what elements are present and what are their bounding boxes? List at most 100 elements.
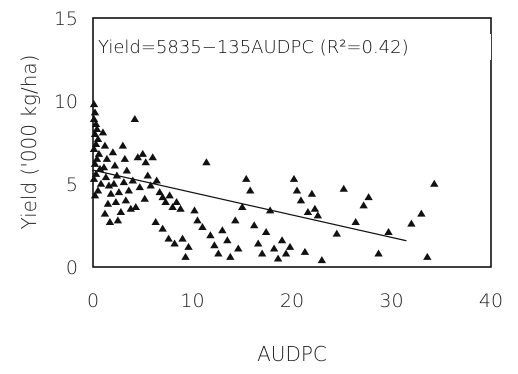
data-point bbox=[161, 198, 170, 206]
data-point bbox=[143, 171, 152, 179]
data-point bbox=[93, 186, 103, 194]
data-point bbox=[317, 256, 327, 264]
regression-annotation: Yield=5835−135AUDPC (R²=0.42) bbox=[98, 37, 409, 58]
y-tick-label: 10 bbox=[54, 91, 78, 113]
data-point bbox=[108, 148, 118, 156]
data-point bbox=[128, 176, 137, 184]
data-point bbox=[249, 221, 259, 229]
data-point bbox=[148, 153, 157, 161]
data-point bbox=[231, 216, 240, 224]
data-point bbox=[116, 208, 126, 216]
data-point bbox=[384, 227, 393, 235]
data-point bbox=[339, 184, 348, 192]
data-point bbox=[242, 174, 251, 182]
data-point bbox=[423, 252, 432, 260]
data-point bbox=[90, 108, 100, 116]
data-point bbox=[253, 239, 263, 247]
data-point bbox=[105, 217, 115, 225]
data-point bbox=[168, 203, 177, 211]
data-point bbox=[273, 254, 283, 262]
data-point bbox=[277, 236, 287, 244]
data-point bbox=[218, 226, 227, 234]
data-point bbox=[140, 194, 149, 202]
data-point bbox=[100, 141, 110, 149]
data-point bbox=[131, 203, 140, 211]
data-point bbox=[90, 159, 100, 167]
data-point bbox=[246, 186, 255, 194]
data-point bbox=[430, 179, 439, 187]
data-point bbox=[359, 201, 368, 209]
trend-line bbox=[92, 169, 407, 242]
data-point bbox=[332, 229, 341, 237]
data-point bbox=[114, 188, 124, 196]
data-point bbox=[158, 193, 167, 201]
data-point bbox=[151, 217, 160, 225]
plot-frame bbox=[92, 17, 492, 268]
data-point bbox=[193, 216, 202, 224]
data-points bbox=[89, 100, 439, 264]
data-point bbox=[292, 186, 302, 194]
data-point bbox=[124, 186, 134, 194]
data-point bbox=[109, 179, 119, 187]
data-point bbox=[146, 181, 155, 189]
data-point bbox=[155, 188, 164, 196]
data-point bbox=[121, 196, 131, 204]
data-point bbox=[110, 161, 120, 169]
data-point bbox=[106, 189, 116, 197]
x-tick-label: 10 bbox=[180, 290, 204, 312]
data-point bbox=[130, 115, 139, 123]
data-point bbox=[158, 224, 167, 232]
data-point bbox=[103, 199, 113, 207]
data-point bbox=[91, 120, 101, 128]
data-point bbox=[310, 204, 320, 212]
annotation-box bbox=[95, 34, 491, 60]
x-axis-label: AUDPC bbox=[257, 342, 327, 366]
data-point bbox=[223, 236, 232, 244]
data-point bbox=[198, 222, 207, 230]
data-point bbox=[351, 217, 360, 225]
data-point bbox=[296, 196, 306, 204]
y-tick-label: 0 bbox=[66, 257, 78, 279]
data-point bbox=[96, 179, 106, 187]
data-point bbox=[118, 141, 128, 149]
data-point bbox=[202, 158, 211, 166]
data-point bbox=[99, 163, 109, 171]
y-axis-label: Yield ('000 kg/ha) bbox=[17, 55, 41, 230]
data-point bbox=[417, 209, 426, 217]
x-tick-labels: 0 10 20 30 40 bbox=[87, 290, 503, 312]
data-point bbox=[184, 242, 193, 250]
y-tick-label: 5 bbox=[66, 174, 78, 196]
data-point bbox=[89, 100, 99, 108]
data-point bbox=[226, 252, 235, 260]
data-point bbox=[152, 176, 161, 184]
y-tick-label: 15 bbox=[54, 8, 78, 30]
data-point bbox=[122, 166, 132, 174]
data-point bbox=[170, 239, 179, 247]
data-point bbox=[119, 178, 129, 186]
data-point bbox=[135, 183, 144, 191]
data-point bbox=[113, 216, 123, 224]
x-tick-label: 30 bbox=[379, 290, 403, 312]
data-point bbox=[176, 204, 185, 212]
data-point bbox=[307, 189, 317, 197]
x-tick-label: 0 bbox=[87, 290, 99, 312]
data-point bbox=[374, 249, 383, 257]
data-point bbox=[181, 252, 190, 260]
data-point bbox=[100, 209, 110, 217]
data-point bbox=[101, 173, 111, 181]
data-point bbox=[300, 247, 310, 255]
data-point bbox=[164, 234, 173, 242]
data-point bbox=[138, 149, 147, 157]
data-point bbox=[238, 203, 247, 211]
data-point bbox=[111, 198, 121, 206]
data-point bbox=[289, 174, 299, 182]
data-point bbox=[261, 227, 271, 235]
data-point bbox=[165, 191, 174, 199]
data-point bbox=[234, 244, 243, 252]
data-point bbox=[102, 154, 112, 162]
data-point bbox=[303, 208, 313, 216]
data-point bbox=[364, 193, 373, 201]
data-point bbox=[210, 241, 219, 249]
data-point bbox=[98, 128, 108, 136]
